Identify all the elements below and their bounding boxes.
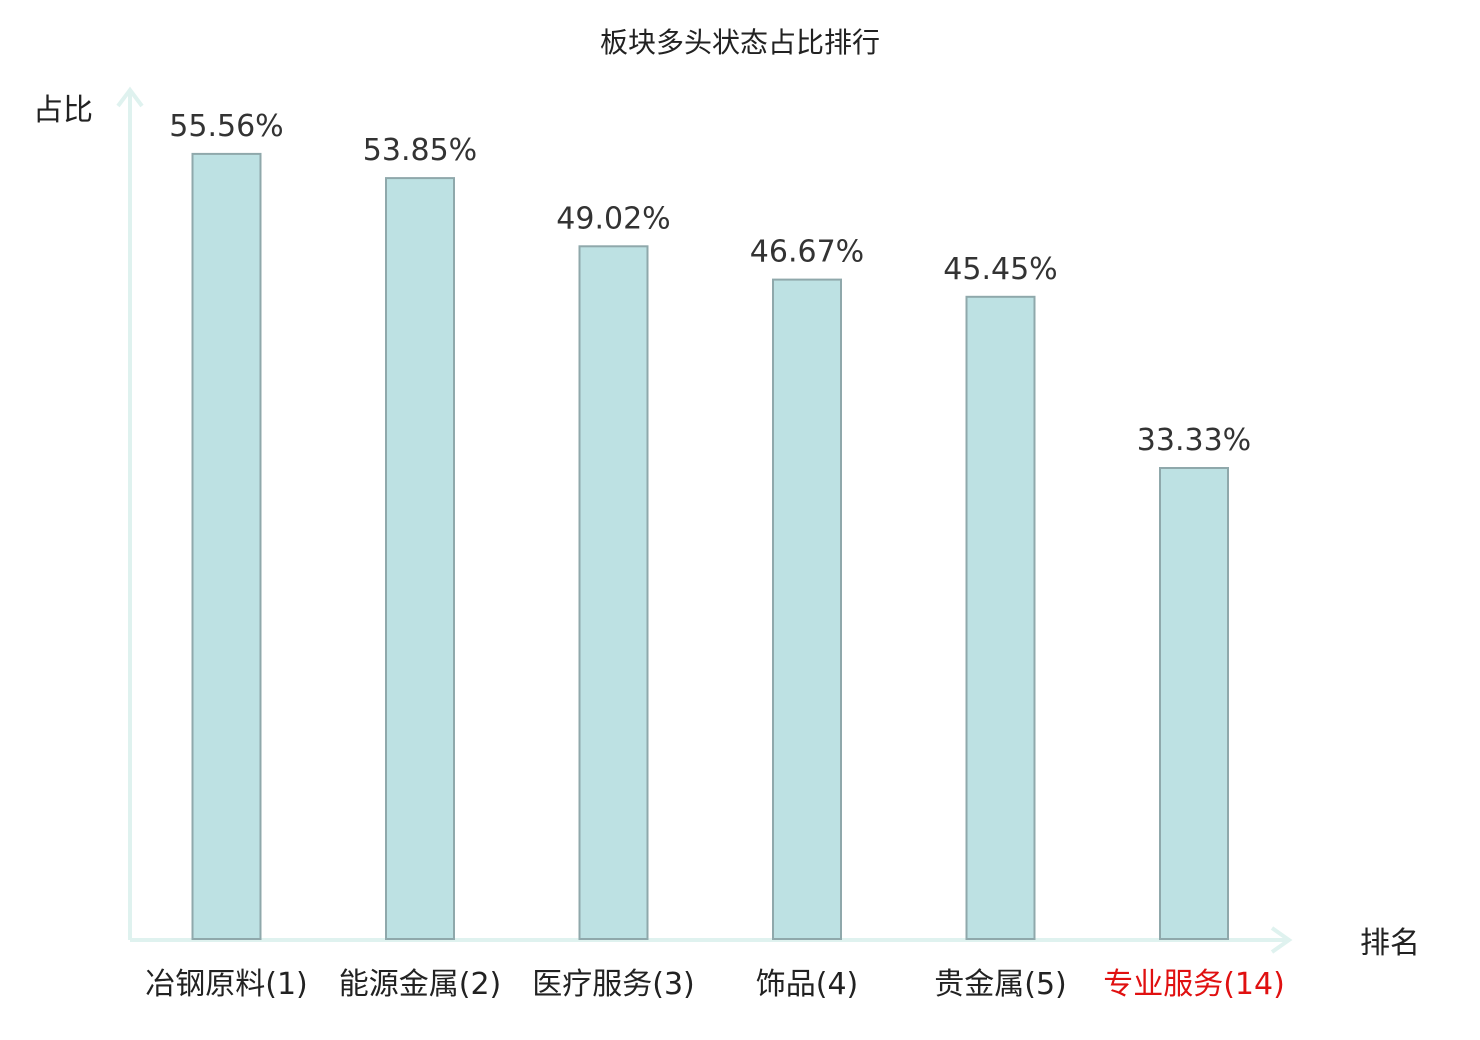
y-axis-label: 占比 bbox=[33, 93, 93, 128]
x-axis bbox=[130, 926, 1293, 954]
bar-series bbox=[191, 152, 1229, 941]
bar-5 bbox=[965, 295, 1036, 940]
value-label-2: 53.85% bbox=[363, 133, 477, 168]
y-axis bbox=[116, 86, 144, 940]
category-label-6: 专业服务(14) bbox=[1103, 967, 1285, 1002]
x-axis-arrow bbox=[1270, 926, 1293, 954]
category-label-1: 冶钢原料(1) bbox=[145, 967, 308, 1002]
y-axis-arrow bbox=[116, 86, 144, 108]
bar-4 bbox=[772, 278, 842, 941]
value-label-6: 33.33% bbox=[1137, 423, 1251, 458]
chart-title: 板块多头状态占比排行 bbox=[600, 26, 880, 59]
category-label-4: 饰品(4) bbox=[756, 967, 859, 1002]
category-label-3: 医疗服务(3) bbox=[532, 967, 695, 1002]
value-label-1: 55.56% bbox=[169, 109, 283, 144]
value-label-3: 49.02% bbox=[556, 201, 670, 236]
category-labels: 冶钢原料(1) 能源金属(2) 医疗服务(3) 饰品(4) 贵金属(5) 专业服务(14) bbox=[145, 967, 1285, 1002]
category-label-5: 贵金属(5) bbox=[934, 967, 1067, 1002]
value-label-5: 45.45% bbox=[943, 252, 1057, 287]
bar-1 bbox=[191, 152, 262, 940]
value-label-4: 46.67% bbox=[750, 235, 864, 270]
bar-3 bbox=[578, 245, 649, 941]
value-labels: 55.56% 53.85% 49.02% 46.67% 45.45% 33.33% bbox=[169, 109, 1251, 458]
x-axis-label: 排名 bbox=[1360, 926, 1420, 961]
bar-6 bbox=[1159, 467, 1229, 940]
category-label-2: 能源金属(2) bbox=[339, 967, 502, 1002]
bar-2 bbox=[385, 177, 455, 941]
